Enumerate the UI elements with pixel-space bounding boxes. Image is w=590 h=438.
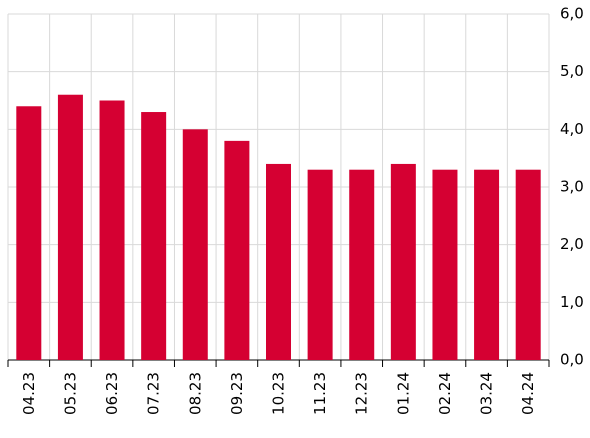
y-tick-label: 2,0 bbox=[560, 235, 584, 253]
y-tick-label: 0,0 bbox=[560, 351, 584, 369]
bar bbox=[390, 163, 416, 360]
y-tick-label: 6,0 bbox=[560, 5, 584, 23]
x-tick-label: 10.23 bbox=[270, 372, 288, 415]
x-tick-label: 03.24 bbox=[478, 372, 496, 415]
bar bbox=[99, 100, 125, 360]
x-tick-label: 05.23 bbox=[61, 372, 79, 415]
bar bbox=[432, 169, 458, 360]
x-tick-label: 11.23 bbox=[311, 372, 329, 415]
bar bbox=[141, 112, 167, 361]
x-tick-label: 01.24 bbox=[394, 372, 412, 415]
y-tick-label: 4,0 bbox=[560, 120, 584, 138]
y-tick-label: 1,0 bbox=[560, 293, 584, 311]
x-tick-label: 12.23 bbox=[353, 372, 371, 415]
bar bbox=[349, 169, 375, 360]
bar bbox=[16, 106, 42, 361]
x-tick-label: 02.24 bbox=[436, 372, 454, 415]
bar bbox=[307, 169, 333, 360]
y-tick-label: 5,0 bbox=[560, 62, 584, 80]
x-tick-label: 08.23 bbox=[186, 372, 204, 415]
bar bbox=[515, 169, 541, 360]
x-tick-label: 07.23 bbox=[145, 372, 163, 415]
bar bbox=[224, 140, 250, 360]
x-tick-label: 06.23 bbox=[103, 372, 121, 415]
y-tick-label: 3,0 bbox=[560, 178, 584, 196]
bar bbox=[182, 129, 208, 360]
bar bbox=[57, 94, 83, 360]
bar bbox=[474, 169, 500, 360]
x-tick-label: 09.23 bbox=[228, 372, 246, 415]
x-tick-label: 04.23 bbox=[20, 372, 38, 415]
x-tick-label: 04.24 bbox=[519, 372, 537, 415]
bar bbox=[266, 163, 291, 360]
